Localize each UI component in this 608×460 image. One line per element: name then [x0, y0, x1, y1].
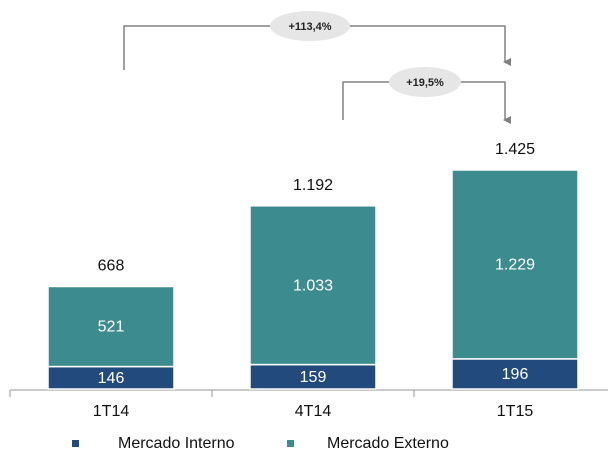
bar-segment — [249, 363, 377, 390]
bar-value-label: 159 — [300, 369, 327, 386]
bar-value-label: 196 — [502, 366, 529, 383]
total-label: 1.192 — [293, 177, 333, 194]
bar-value-label: 1.033 — [293, 277, 333, 294]
x-tick-label: 4T14 — [295, 403, 332, 420]
bar-value-label: 521 — [98, 319, 125, 336]
total-label: 1.425 — [495, 141, 535, 158]
legend-label: Mercado Interno — [118, 435, 235, 452]
x-tick-label: 1T14 — [93, 403, 130, 420]
bar-segment — [451, 358, 579, 390]
annotation: +19,5% — [406, 77, 444, 89]
bar-segment — [249, 205, 377, 366]
bar-segment — [451, 169, 579, 360]
annotation: +113,4% — [288, 21, 331, 33]
bar-segment — [47, 285, 175, 368]
legend-label: Mercado Externo — [327, 435, 449, 452]
legend-swatch — [287, 440, 294, 447]
annotation-bubble — [270, 11, 350, 41]
annotation-bubble — [389, 67, 461, 97]
legend-swatch — [72, 440, 79, 447]
bar-value-label: 1.229 — [495, 257, 535, 274]
x-tick-label: 1T15 — [497, 403, 534, 420]
bar-value-label: 146 — [98, 370, 125, 387]
total-label: 668 — [98, 258, 125, 275]
